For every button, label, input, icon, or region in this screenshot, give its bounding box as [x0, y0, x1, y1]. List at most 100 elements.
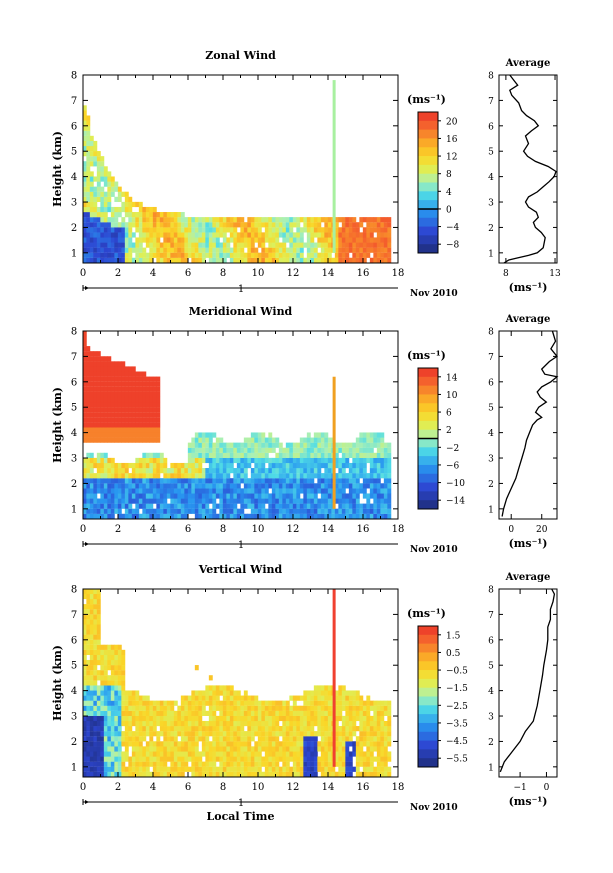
heatmap-cell	[229, 483, 234, 489]
heatmap-cell	[313, 493, 318, 499]
heatmap-cell	[191, 488, 196, 494]
heatmap-cell	[191, 483, 196, 489]
heatmap-cell	[138, 493, 143, 499]
heatmap-cell	[138, 206, 143, 213]
heatmap-cell	[299, 237, 304, 243]
heatmap-cell	[352, 257, 357, 263]
heatmap-cell	[86, 695, 91, 701]
heatmap-cell	[100, 715, 105, 722]
heatmap-cell	[215, 217, 220, 223]
heatmap-cell	[110, 427, 115, 433]
heatmap-cell	[289, 252, 294, 258]
heatmap-cell	[96, 381, 101, 387]
colorbar-segment	[418, 491, 438, 501]
heatmap-cell	[159, 503, 164, 509]
average-y-tick-label: 6	[488, 122, 494, 132]
heatmap-cell	[103, 736, 108, 742]
heatmap-cell	[341, 457, 346, 464]
heatmap-cell	[359, 237, 364, 243]
heatmap-cell	[96, 351, 101, 357]
heatmap-cell	[131, 746, 136, 752]
heatmap-cell	[145, 206, 150, 213]
heatmap-cell	[173, 720, 178, 727]
heatmap-cell	[135, 237, 140, 243]
heatmap-cell	[229, 247, 234, 253]
heatmap-cell	[131, 751, 136, 757]
heatmap-cell	[303, 498, 308, 504]
heatmap-cell	[124, 427, 129, 433]
heatmap-cell	[219, 442, 224, 448]
heatmap-cell	[159, 766, 164, 772]
average-x-tick-label: 8	[503, 269, 509, 279]
heatmap-cell	[114, 478, 119, 484]
heatmap-cell	[219, 756, 224, 762]
heatmap-cell	[194, 746, 199, 752]
heatmap-cell	[285, 726, 290, 732]
heatmap-cell	[135, 407, 140, 413]
colorbar-label: (ms⁻¹)	[407, 607, 446, 620]
heatmap-cell	[117, 670, 122, 676]
heatmap-cell	[103, 247, 108, 253]
heatmap-cell	[128, 427, 133, 433]
heatmap-cell	[299, 731, 304, 737]
heatmap-cell	[82, 457, 87, 464]
heatmap-cell	[187, 498, 192, 504]
heatmap-cell	[86, 619, 91, 625]
heatmap-cell	[306, 232, 311, 238]
heatmap-cell	[345, 700, 350, 706]
heatmap-cell	[317, 473, 322, 479]
heatmap-cell	[121, 361, 126, 367]
heatmap-cell	[261, 741, 266, 747]
heatmap-cell	[380, 761, 385, 767]
heatmap-cell	[369, 503, 374, 509]
heatmap-cell	[173, 232, 178, 238]
heatmap-cell	[299, 468, 304, 474]
heatmap-cell	[191, 468, 196, 474]
heatmap-cell	[149, 396, 154, 403]
heatmap-cell	[324, 710, 329, 716]
heatmap-cell	[215, 741, 220, 747]
average-profile-line	[503, 74, 557, 264]
heatmap-cell	[366, 513, 371, 519]
heatmap-cell	[110, 644, 115, 650]
heatmap-cell	[299, 457, 304, 464]
heatmap-cell	[380, 513, 385, 519]
heatmap-cell	[275, 720, 280, 727]
heatmap-cell	[373, 715, 378, 722]
heatmap-cell	[89, 726, 94, 732]
heatmap-cell	[103, 771, 108, 777]
heatmap-cell	[324, 685, 329, 691]
heatmap-cell	[89, 756, 94, 762]
heatmap-cell	[89, 196, 94, 202]
heatmap-cell	[296, 746, 301, 752]
heatmap-cell	[373, 766, 378, 772]
heatmap-cell	[93, 252, 98, 258]
heatmap-cell	[292, 508, 297, 514]
heatmap-cell	[334, 452, 339, 458]
heatmap-cell	[317, 498, 322, 504]
heatmap-cell	[285, 237, 290, 243]
heatmap-cell	[173, 726, 178, 732]
heatmap-cell	[212, 710, 217, 716]
heatmap-cell	[110, 227, 115, 233]
heatmap-cell	[278, 726, 283, 732]
heatmap-cell	[306, 483, 311, 489]
heatmap-cell	[110, 654, 115, 661]
heatmap-cell	[107, 242, 112, 248]
heatmap-cell	[114, 731, 119, 737]
heatmap-cell	[117, 766, 122, 772]
heatmap-cell	[247, 478, 252, 484]
heatmap-cell	[173, 252, 178, 258]
heatmap-cell	[303, 222, 308, 228]
heatmap-cell	[362, 237, 367, 243]
heatmap-cell	[128, 227, 133, 233]
heatmap-cell	[282, 498, 287, 504]
heatmap-cell	[296, 736, 301, 742]
heatmap-cell	[159, 761, 164, 767]
heatmap-cell	[194, 508, 199, 514]
heatmap-cell	[93, 599, 98, 605]
heatmap-cell	[110, 685, 115, 691]
y-tick-label: 1	[71, 248, 77, 259]
heatmap-cell	[373, 498, 378, 504]
heatmap-cell	[229, 736, 234, 742]
